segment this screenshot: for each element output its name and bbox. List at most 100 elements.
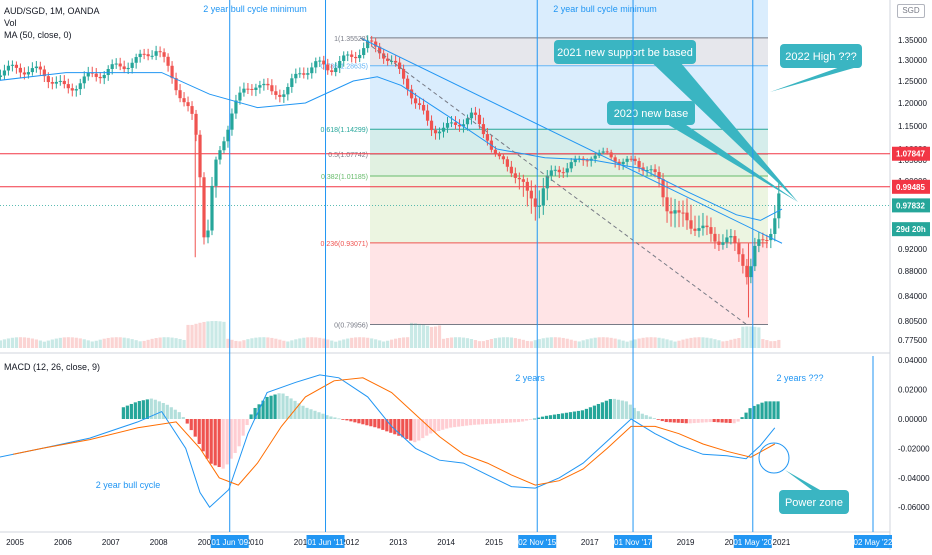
- volume-bar: [330, 340, 334, 348]
- time-tick-label: 2011: [294, 538, 312, 547]
- volume-bar: [158, 337, 162, 348]
- histogram-bar: [229, 419, 233, 459]
- callout-text: 2021 new support be based: [557, 47, 693, 59]
- volume-bar: [657, 337, 661, 348]
- volume-bar: [126, 338, 130, 348]
- candle-body: [681, 212, 685, 214]
- volume-bar: [581, 340, 585, 348]
- volume-bar: [74, 337, 78, 348]
- currency-badge[interactable]: SGD: [897, 4, 925, 18]
- candle-body: [0, 75, 3, 77]
- price-tick-label: 1.15000: [898, 122, 927, 131]
- volume-bar: [653, 337, 657, 348]
- volume-bar: [469, 339, 474, 348]
- volume-bar: [649, 337, 653, 348]
- volume-bar: [242, 340, 246, 348]
- volume-bar: [413, 323, 418, 348]
- volume-bar: [98, 339, 102, 348]
- histogram-bar: [768, 401, 772, 419]
- candle-body: [90, 72, 94, 74]
- histogram-bar: [588, 407, 593, 419]
- histogram-bar: [756, 404, 760, 419]
- volume-bar: [10, 337, 15, 348]
- volume-bar: [621, 340, 625, 348]
- histogram-bar: [125, 405, 129, 419]
- volume-bar: [689, 337, 693, 348]
- candle-body: [218, 150, 222, 160]
- candle-body: [122, 66, 126, 70]
- volume-bar: [354, 337, 358, 348]
- annotation-text: 2 year bull cycle: [96, 480, 161, 490]
- histogram-bar: [397, 419, 401, 436]
- histogram-bar: [736, 419, 740, 422]
- volume-bar: [401, 337, 406, 348]
- candle-body: [70, 88, 74, 91]
- volume-bar: [282, 340, 286, 348]
- volume-bar: [533, 340, 537, 348]
- histogram-bar: [564, 412, 569, 419]
- histogram-bar: [225, 419, 229, 465]
- ma-indicator-label[interactable]: MA (50, close, 0): [4, 30, 72, 40]
- candle-body: [114, 63, 118, 65]
- macd-indicator-label[interactable]: MACD (12, 26, close, 9): [4, 362, 101, 372]
- volume-bar: [142, 340, 146, 348]
- volume-bar: [262, 337, 266, 348]
- candle-body: [557, 169, 561, 173]
- candle-body: [469, 112, 474, 119]
- histogram-bar: [473, 419, 477, 425]
- histogram-bar: [764, 401, 768, 419]
- histogram-bar: [700, 419, 704, 423]
- histogram-bar: [465, 419, 469, 426]
- macd-tick-label: -0.02000: [898, 444, 930, 453]
- volume-bar: [278, 339, 282, 348]
- histogram-bar: [201, 419, 205, 452]
- histogram-bar: [241, 419, 245, 436]
- volume-bar: [633, 339, 637, 348]
- histogram-bar: [385, 419, 389, 432]
- candle-body: [525, 181, 529, 191]
- volume-bar: [118, 337, 122, 348]
- histogram-bar: [173, 409, 177, 419]
- price-label-text: 0.97832: [896, 201, 925, 210]
- histogram-bar: [141, 400, 145, 419]
- volume-bar: [2, 339, 7, 348]
- price-label-box: [892, 198, 930, 213]
- fib-level-label: 0.5(1.07742): [328, 152, 368, 159]
- time-tick-label: 2010: [246, 538, 264, 547]
- histogram-bar: [365, 419, 369, 426]
- volume-bar: [138, 341, 142, 348]
- volume-bar: [481, 341, 486, 348]
- candle-body: [741, 254, 745, 266]
- price-label-box: [892, 179, 930, 194]
- callout-box: [779, 490, 849, 514]
- histogram-bar: [253, 407, 257, 419]
- callout-pointer: [770, 68, 854, 92]
- candle-body: [413, 98, 418, 104]
- candle-body: [54, 81, 58, 84]
- price-tick-label: 1.20000: [898, 99, 927, 108]
- candle-body: [342, 55, 346, 61]
- volume-bar: [190, 324, 194, 348]
- candle-body: [146, 54, 150, 57]
- histogram-bar: [728, 419, 732, 424]
- symbol-title[interactable]: AUD/SGD, 1M, OANDA: [4, 6, 100, 16]
- volume-bar: [669, 340, 673, 348]
- price-label-box: [892, 146, 930, 161]
- volume-bar: [26, 337, 30, 348]
- candle-body: [242, 88, 246, 93]
- candle-body: [382, 53, 386, 59]
- candle-body: [485, 134, 490, 141]
- candle-body: [278, 94, 282, 97]
- candle-body: [769, 233, 773, 241]
- candle-body: [310, 67, 314, 74]
- volume-bar: [453, 337, 458, 348]
- moving-average-line: [0, 72, 783, 221]
- volume-bar: [457, 337, 462, 348]
- price-label-text: 1.07847: [896, 150, 925, 159]
- histogram-bar: [337, 418, 341, 420]
- candle-body: [378, 46, 382, 54]
- histogram-bar: [469, 419, 473, 426]
- volume-bar: [42, 341, 46, 348]
- volume-indicator-label[interactable]: Vol: [4, 18, 17, 28]
